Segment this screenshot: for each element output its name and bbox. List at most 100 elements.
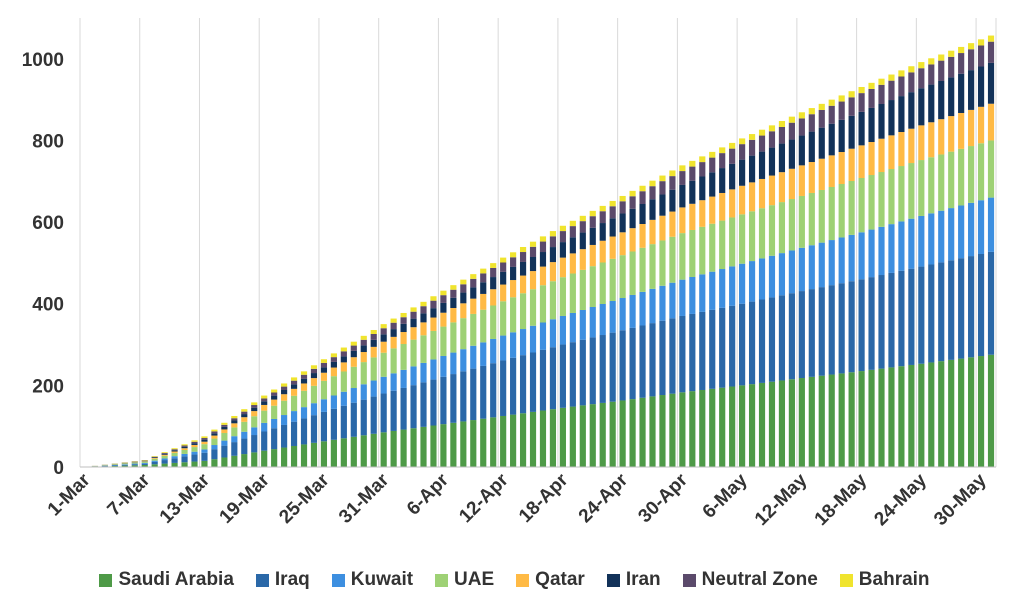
bar-segment	[689, 203, 696, 230]
x-tick-label: 12-May	[751, 469, 812, 530]
bar-segment	[629, 228, 636, 252]
bar-segment	[739, 385, 746, 467]
bar-segment	[589, 227, 596, 245]
bar-segment	[420, 322, 427, 336]
bar-segment	[599, 335, 606, 403]
bar-segment	[549, 409, 557, 467]
bar-segment	[858, 232, 865, 280]
x-tick-label: 13-Mar	[156, 469, 215, 528]
bar-segment	[659, 240, 666, 286]
bar-segment	[410, 385, 417, 429]
bar-segment	[669, 318, 676, 394]
bar-segment	[131, 463, 138, 465]
bar-segment	[400, 332, 407, 345]
bar-segment	[549, 281, 557, 320]
bar-segment	[699, 311, 706, 390]
bar-segment	[709, 172, 716, 197]
bar-segment	[987, 62, 995, 104]
bar-segment	[918, 266, 925, 364]
bar-segment	[709, 223, 716, 272]
bar-segment	[370, 396, 377, 434]
bar-segment	[330, 367, 337, 377]
y-tick-label: 200	[32, 376, 64, 397]
bar-segment	[848, 91, 855, 98]
bar-segment	[609, 206, 616, 219]
bar-segment	[619, 213, 626, 233]
bar-segment	[480, 293, 487, 310]
bar-segment	[898, 166, 905, 222]
bar-segment	[928, 58, 935, 65]
legend-swatch	[331, 573, 345, 587]
bar-segment	[808, 289, 815, 377]
bar-segment	[549, 347, 557, 410]
bar-segment	[748, 384, 756, 467]
bar-segment	[290, 377, 298, 381]
bar-segment	[231, 420, 238, 424]
bar-segment	[251, 411, 258, 417]
bar-segment	[848, 97, 855, 116]
bar-segment	[500, 271, 507, 285]
bar-segment	[609, 258, 616, 302]
bar-segment	[748, 155, 756, 183]
bar-segment	[977, 106, 985, 144]
bar-segment	[858, 86, 865, 94]
bar-segment	[699, 176, 706, 201]
bar-segment	[758, 178, 766, 209]
bar-segment	[848, 115, 855, 149]
bar-segment	[171, 458, 178, 463]
bar-segment	[529, 271, 537, 290]
y-tick-label: 600	[32, 213, 64, 234]
bar-segment	[609, 332, 616, 402]
bar-segment	[500, 415, 507, 467]
bar-segment	[788, 250, 795, 294]
bar-segment	[350, 402, 357, 437]
chart-legend: Saudi Arabia Iraq Kuwait UAE Qatar Iran Neutra…	[0, 566, 1029, 594]
bar-segment	[221, 457, 228, 467]
bar-segment	[171, 451, 178, 453]
bar-segment	[928, 157, 935, 214]
bar-segment	[191, 454, 198, 462]
bar-segment	[340, 351, 347, 357]
bar-segment	[221, 440, 228, 446]
bar-segment	[898, 366, 905, 467]
bar-segment	[669, 176, 676, 190]
bar-segment	[330, 439, 337, 467]
bar-segment	[320, 372, 328, 381]
bar-segment	[320, 359, 328, 363]
legend-item: UAE	[435, 569, 494, 591]
bar-segment	[778, 253, 786, 296]
bar-segment	[181, 449, 188, 454]
bar-segment	[579, 405, 586, 467]
bar-segment	[808, 245, 815, 290]
bar-segment	[968, 49, 975, 71]
bar-segment	[958, 73, 965, 113]
bar-segment	[818, 127, 825, 159]
bar-segment	[400, 317, 407, 324]
bar-segment	[977, 356, 985, 467]
bar-segment	[938, 80, 945, 120]
x-axis-ticks: 1-Mar 7-Mar 13-Mar 19-Mar 25-Mar 31-Mar 6-Apr 1…	[44, 469, 991, 530]
bar-segment	[569, 406, 576, 467]
bar-segment	[519, 413, 527, 467]
bar-segment	[619, 201, 626, 214]
bar-segment	[121, 465, 128, 467]
bar-segment	[569, 226, 576, 238]
bar-segment	[758, 135, 766, 152]
bar-segment	[559, 344, 566, 408]
bar-segment	[500, 257, 507, 263]
bar-segment	[619, 298, 626, 331]
bar-segment	[440, 355, 447, 377]
bar-segment	[251, 452, 258, 467]
bar-segment	[709, 151, 716, 158]
bar-segment	[111, 464, 118, 465]
bar-segment	[619, 232, 626, 256]
bar-segment	[539, 349, 547, 411]
bar-segment	[649, 219, 656, 245]
bar-segment	[360, 335, 367, 340]
bar-segment	[300, 418, 308, 445]
bar-segment	[758, 208, 766, 259]
bar-segment	[878, 226, 885, 276]
bar-segment	[529, 289, 537, 326]
bar-segment	[649, 186, 656, 200]
bar-segment	[460, 349, 467, 372]
